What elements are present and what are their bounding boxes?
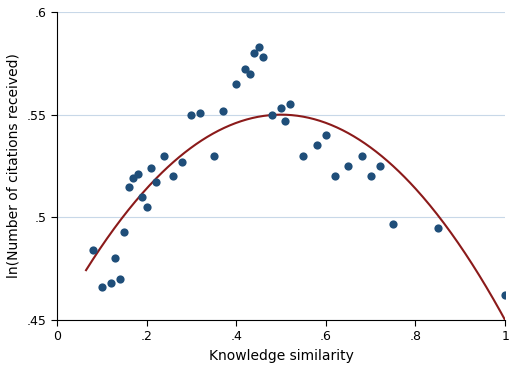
Point [196,110,204,115]
Point [268,112,276,118]
Point [434,225,442,231]
Point [286,101,294,107]
Point [246,71,254,77]
Point [107,280,115,286]
Point [366,173,375,179]
Point [219,108,227,114]
Point [241,67,249,73]
Point [134,171,142,177]
Point [254,44,263,50]
Point [376,163,384,169]
Point [209,153,218,159]
Point [160,153,169,159]
Point [501,292,509,298]
Point [187,112,196,118]
Point [124,184,133,189]
Point [358,153,366,159]
Point [259,54,267,60]
Point [250,50,258,56]
Point [277,105,285,111]
Point [89,247,97,253]
Point [129,175,137,181]
Point [111,256,119,262]
X-axis label: Knowledge similarity: Knowledge similarity [208,349,353,363]
Point [321,132,330,138]
Point [331,173,339,179]
Point [179,159,187,165]
Point [116,276,124,282]
Point [138,194,146,200]
Point [142,204,151,210]
Point [120,229,128,235]
Y-axis label: ln(Number of citations received): ln(Number of citations received) [7,54,21,279]
Point [299,153,308,159]
Point [169,173,178,179]
Point [281,118,289,124]
Point [232,81,240,87]
Point [389,221,397,226]
Point [147,165,155,171]
Point [313,142,321,148]
Point [344,163,352,169]
Point [98,284,106,290]
Point [151,179,159,185]
